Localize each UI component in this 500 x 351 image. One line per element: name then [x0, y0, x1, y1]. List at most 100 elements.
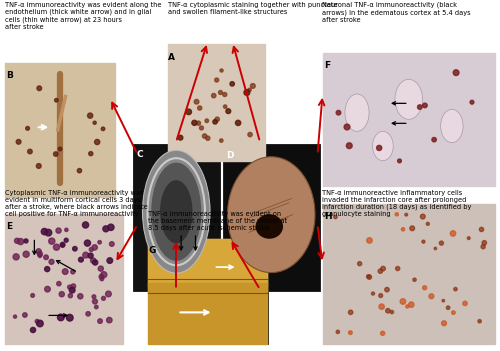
Point — [366, 238, 374, 243]
Point — [404, 304, 411, 309]
Point — [57, 314, 65, 320]
Point — [246, 132, 254, 137]
Point — [91, 299, 99, 304]
Point — [71, 246, 79, 252]
Text: C: C — [137, 150, 143, 159]
Point — [62, 237, 70, 243]
Ellipse shape — [256, 214, 283, 239]
Text: D: D — [226, 151, 234, 160]
Point — [332, 214, 340, 220]
Point — [438, 240, 446, 246]
Point — [33, 318, 41, 324]
Point — [449, 231, 457, 236]
Point — [86, 113, 94, 118]
Point — [36, 253, 44, 259]
Point — [11, 314, 19, 319]
Point — [96, 239, 104, 245]
Point — [430, 137, 438, 143]
Point — [450, 310, 458, 316]
Point — [379, 266, 387, 271]
Point — [26, 149, 34, 154]
Point — [221, 104, 229, 110]
Point — [200, 133, 208, 139]
Point — [91, 260, 99, 265]
Point — [68, 287, 76, 293]
Point — [468, 99, 476, 105]
Point — [62, 227, 70, 233]
Ellipse shape — [440, 110, 463, 143]
Point — [98, 274, 106, 279]
Point — [99, 126, 107, 132]
Point — [478, 227, 486, 232]
Point — [66, 315, 74, 320]
Text: TNF-α immunoreactivity was evident on
the basement membrane of the vessel at
8.5: TNF-α immunoreactivity was evident on th… — [148, 211, 286, 231]
Text: H: H — [324, 212, 332, 221]
Point — [84, 240, 92, 246]
Point — [52, 98, 60, 103]
Point — [410, 277, 418, 283]
Point — [190, 120, 198, 126]
Point — [56, 146, 64, 152]
Point — [234, 120, 242, 126]
Point — [376, 293, 384, 298]
Point — [21, 312, 29, 318]
Point — [476, 318, 484, 324]
Point — [452, 70, 460, 75]
Point — [334, 110, 342, 115]
Point — [48, 259, 56, 265]
Ellipse shape — [395, 79, 422, 119]
Point — [394, 266, 402, 271]
Point — [36, 85, 44, 91]
Point — [480, 240, 488, 246]
Point — [36, 321, 44, 326]
Point — [428, 293, 436, 299]
Point — [399, 226, 407, 232]
Point — [93, 139, 101, 145]
Point — [86, 253, 94, 258]
Text: B: B — [6, 71, 13, 80]
Point — [421, 102, 429, 108]
Point — [107, 225, 115, 230]
Ellipse shape — [152, 163, 202, 261]
Ellipse shape — [345, 94, 369, 131]
Ellipse shape — [228, 157, 315, 273]
Point — [218, 68, 226, 73]
Point — [393, 212, 401, 217]
Point — [42, 254, 50, 260]
Point — [70, 283, 78, 289]
Point — [69, 269, 77, 274]
Bar — [148, 239, 268, 344]
Point — [54, 228, 62, 233]
Point — [88, 247, 96, 252]
Point — [346, 330, 354, 336]
Point — [58, 242, 66, 247]
Point — [399, 299, 407, 304]
Point — [464, 235, 472, 241]
Point — [43, 266, 51, 272]
Point — [228, 81, 236, 87]
Point — [346, 143, 354, 148]
Bar — [222, 144, 320, 291]
Point — [16, 239, 24, 244]
Point — [419, 214, 427, 219]
Point — [108, 241, 116, 247]
Point — [84, 311, 92, 317]
Point — [28, 293, 36, 298]
Point — [408, 302, 416, 307]
Point — [87, 151, 95, 157]
Point — [198, 125, 205, 131]
Point — [420, 285, 428, 291]
Point — [14, 139, 22, 145]
Point — [196, 105, 203, 111]
Point — [420, 239, 428, 245]
Point — [440, 298, 448, 304]
Text: TNF-α immunoreactive inflammatory cells
invaded the infarction core after prolon: TNF-α immunoreactive inflammatory cells … — [322, 190, 472, 217]
Point — [66, 293, 74, 298]
Point — [356, 261, 364, 266]
Ellipse shape — [372, 131, 393, 161]
Point — [212, 77, 220, 83]
Text: Neuronal TNF-α immunoreactivity (black
arrows) in the edematous cortex at 5.4 da: Neuronal TNF-α immunoreactivity (black a… — [322, 2, 471, 23]
Point — [52, 244, 60, 250]
Point — [366, 274, 374, 280]
Text: TNF-α cytoplasmic staining together with punctate
and swollen filament-like stru: TNF-α cytoplasmic staining together with… — [168, 2, 337, 15]
